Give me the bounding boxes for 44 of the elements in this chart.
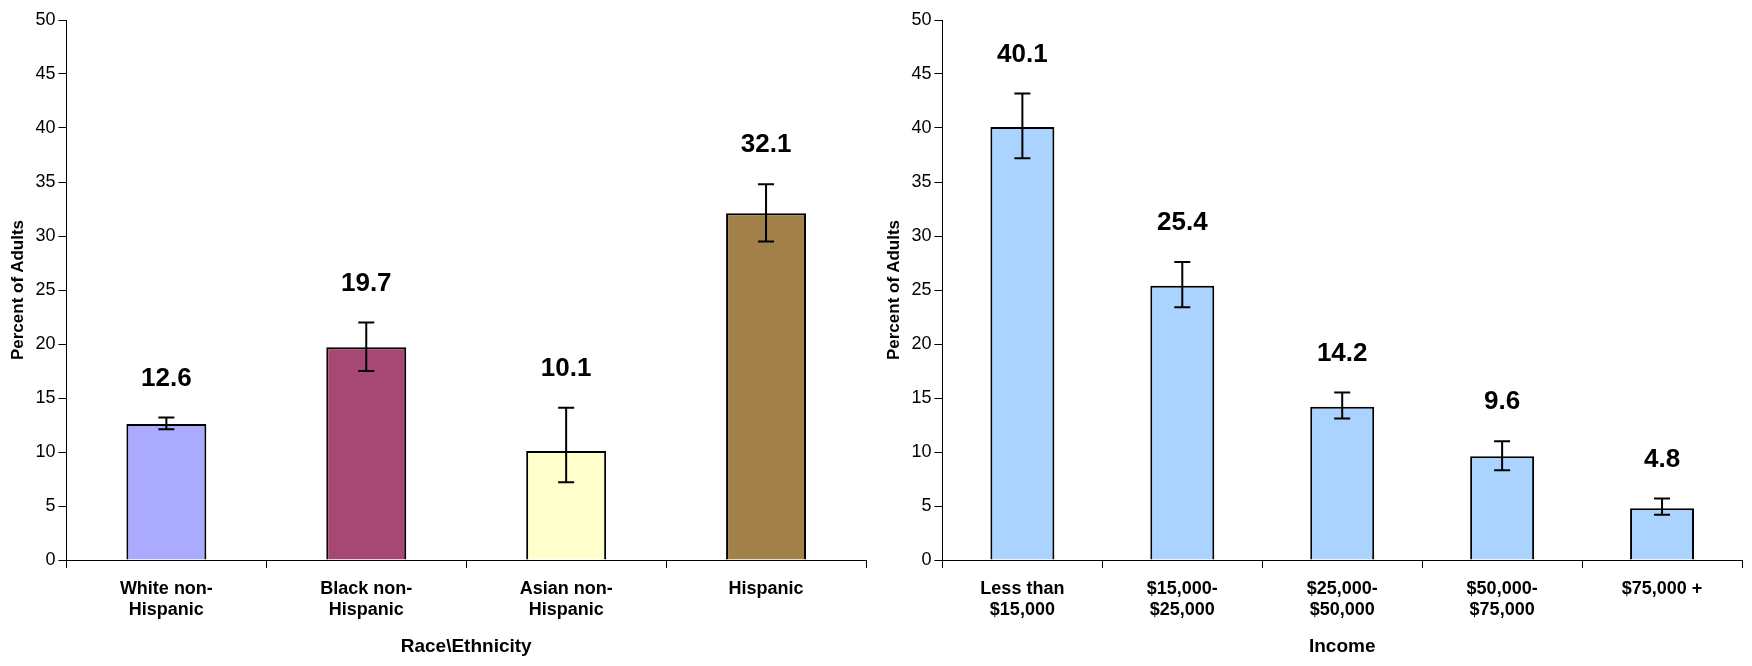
data-label: 40.1 xyxy=(997,37,1048,68)
x-tick-label: Hispanic xyxy=(728,577,804,598)
y-tick-label: 40 xyxy=(35,116,56,137)
y-tick-label: 10 xyxy=(911,440,932,461)
y-tick-label: 15 xyxy=(911,386,932,407)
data-label: 4.8 xyxy=(1643,442,1681,473)
y-tick-label: 0 xyxy=(921,548,932,569)
y-tick-label: 5 xyxy=(45,494,56,515)
y-tick-label: 15 xyxy=(35,386,56,407)
x-axis-title: Income xyxy=(1308,634,1376,656)
x-tick-label: White non- Hispanic xyxy=(119,577,213,620)
y-axis-title: Percent of Adults xyxy=(883,219,903,361)
y-tick-label: 40 xyxy=(911,116,932,137)
y-tick-label: 30 xyxy=(35,224,56,245)
data-label: 14.2 xyxy=(1316,336,1368,367)
x-tick-label: $15,000- $25,000 xyxy=(1146,577,1218,620)
x-tick-label: $25,000- $50,000 xyxy=(1306,577,1378,620)
x-tick-label: Asian non- Hispanic xyxy=(519,577,613,620)
y-tick-label: 0 xyxy=(45,548,56,569)
y-tick-label: 10 xyxy=(35,440,56,461)
y-tick-label: 20 xyxy=(911,332,932,353)
y-tick-label: 5 xyxy=(921,494,932,515)
y-axis-title: Percent of Adults xyxy=(7,219,27,361)
y-tick-label: 50 xyxy=(911,8,932,29)
data-label: 10.1 xyxy=(540,351,592,382)
x-tick-label: $75,000 + xyxy=(1621,577,1703,598)
y-tick-label: 35 xyxy=(35,170,56,191)
x-tick-label: Less than $15,000 xyxy=(980,577,1065,620)
y-tick-label: 45 xyxy=(35,62,56,83)
y-tick-label: 25 xyxy=(35,278,56,299)
x-tick-label: $50,000- $75,000 xyxy=(1466,577,1538,620)
y-tick-label: 50 xyxy=(35,8,56,29)
data-label: 19.7 xyxy=(340,266,392,297)
y-tick-label: 25 xyxy=(911,278,932,299)
y-tick-label: 30 xyxy=(911,224,932,245)
data-label: 25.4 xyxy=(1156,206,1209,237)
y-tick-label: 20 xyxy=(35,332,56,353)
data-label: 9.6 xyxy=(1484,385,1521,416)
x-tick-label: Black non- Hispanic xyxy=(320,577,413,620)
x-axis-title: Race\Ethnicity xyxy=(400,634,533,656)
y-tick-label: 35 xyxy=(911,170,932,191)
y-tick-label: 45 xyxy=(911,62,932,83)
data-label: 32.1 xyxy=(740,128,792,159)
data-label: 12.6 xyxy=(141,361,192,392)
